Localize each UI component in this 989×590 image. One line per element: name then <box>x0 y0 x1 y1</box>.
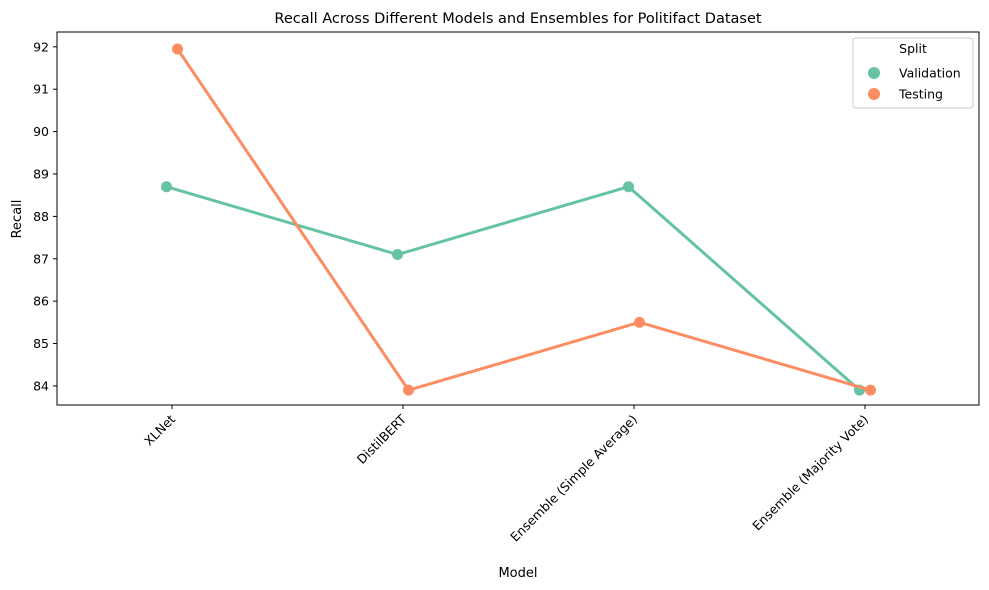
legend-marker-testing <box>868 88 880 100</box>
y-tick-label: 85 <box>33 336 49 351</box>
y-tick-label: 84 <box>33 378 49 393</box>
series-line-validation <box>165 185 861 392</box>
data-point-validation <box>392 249 403 261</box>
y-tick-label: 89 <box>33 166 49 181</box>
chart-title: Recall Across Different Models and Ensem… <box>274 11 762 27</box>
legend: Split Validation Testing <box>852 37 974 109</box>
data-point-testing <box>634 316 645 328</box>
y-tick-label: 86 <box>33 294 49 309</box>
y-tick-label: 91 <box>33 82 49 97</box>
x-axis-label: Model <box>498 566 537 581</box>
data-point-validation <box>161 181 172 193</box>
legend-title: Split <box>899 41 927 56</box>
y-axis-label: Recall <box>10 200 25 239</box>
data-point-validation <box>623 181 634 193</box>
data-point-testing <box>403 384 414 396</box>
y-tick-label: 88 <box>33 209 49 224</box>
legend-label-testing: Testing <box>898 87 943 102</box>
y-tick-label: 90 <box>33 124 49 139</box>
series-line-testing <box>176 47 872 392</box>
data-point-testing <box>172 43 183 55</box>
legend-label-validation: Validation <box>899 66 961 81</box>
data-point-testing <box>865 384 876 396</box>
y-tick-label: 92 <box>33 39 49 54</box>
axes-frame <box>56 31 980 406</box>
y-tick-label: 87 <box>33 251 49 266</box>
legend-frame <box>852 37 974 109</box>
legend-marker-validation <box>868 67 880 79</box>
